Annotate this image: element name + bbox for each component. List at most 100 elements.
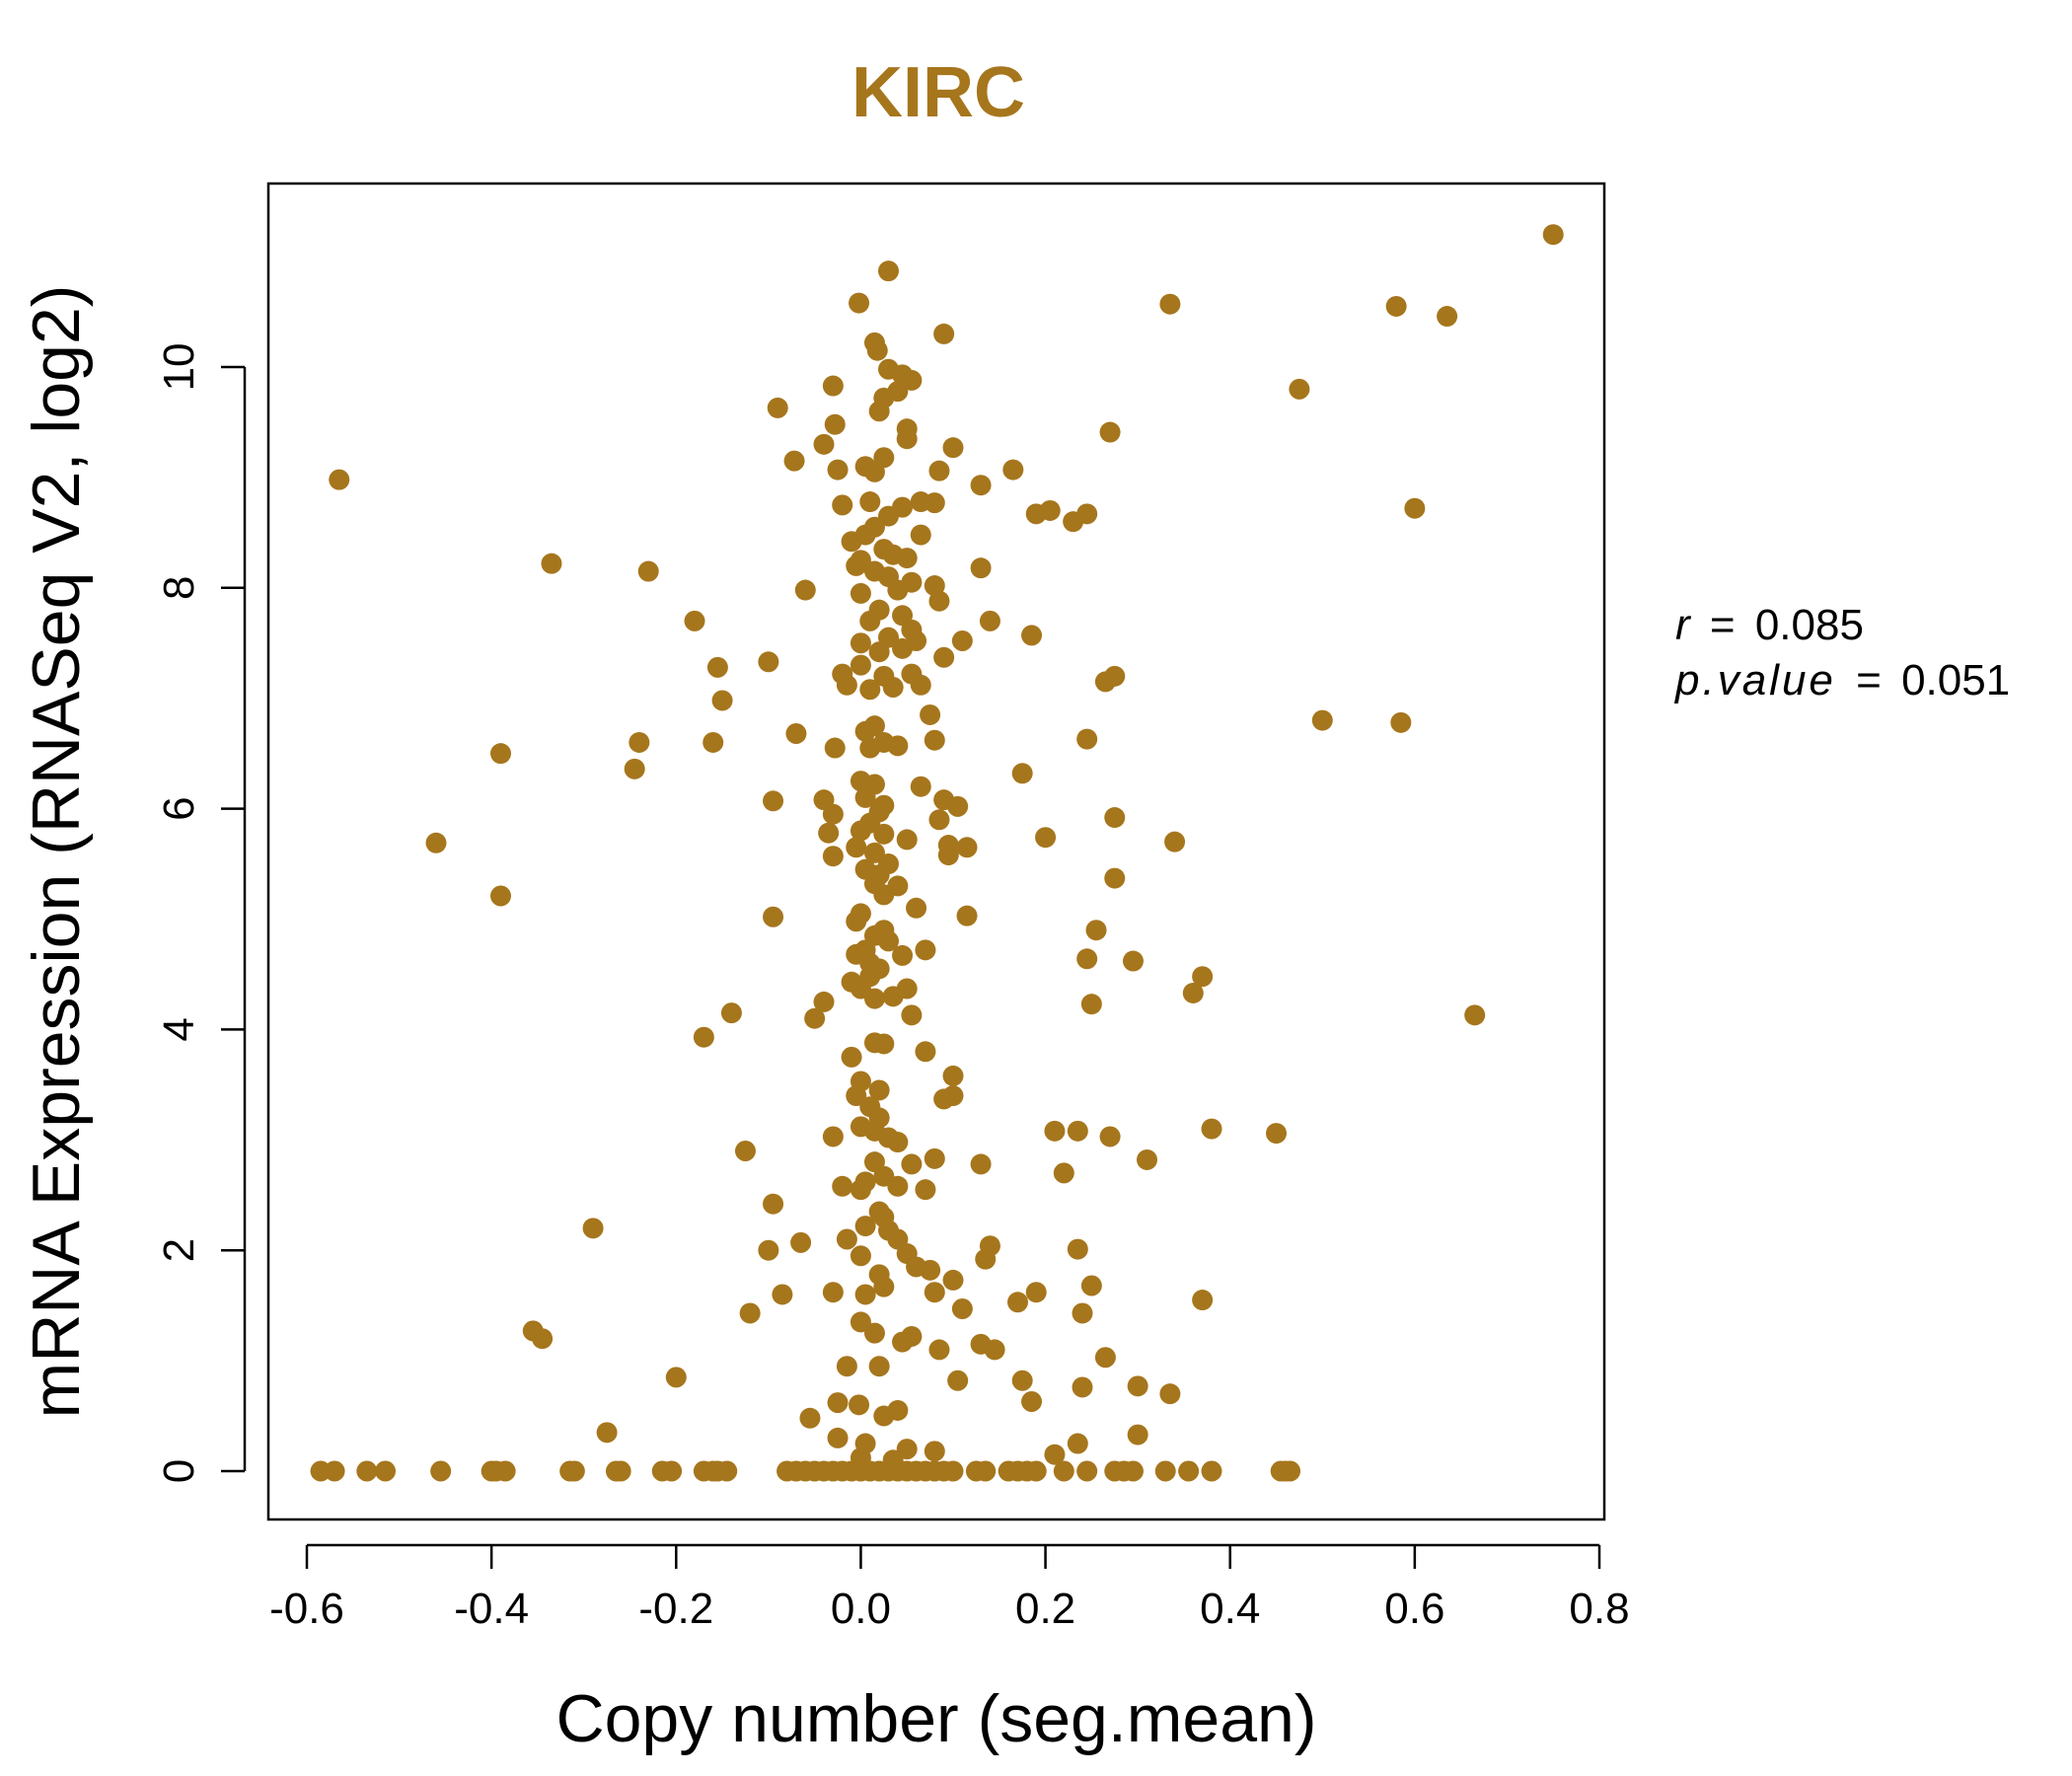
- data-point: [1385, 295, 1407, 317]
- data-point: [1011, 763, 1033, 784]
- r-equals: =: [1710, 601, 1736, 649]
- data-point: [937, 845, 959, 866]
- data-point: [813, 991, 835, 1012]
- data-point: [924, 729, 945, 751]
- data-point: [863, 988, 885, 1009]
- data-point: [920, 703, 941, 725]
- data-point: [1025, 503, 1047, 525]
- data-point: [1311, 709, 1333, 731]
- data-point: [1127, 1375, 1148, 1397]
- data-point: [956, 837, 978, 858]
- data-point: [970, 475, 992, 496]
- x-tick-label: 0.6: [1384, 1585, 1444, 1633]
- data-point: [494, 1460, 516, 1482]
- data-point: [1201, 1118, 1222, 1140]
- x-tick-label: -0.6: [269, 1585, 344, 1633]
- data-point: [1067, 1238, 1088, 1260]
- data-point: [763, 790, 784, 812]
- data-point: [933, 646, 955, 668]
- data-point: [878, 930, 899, 952]
- data-point: [846, 1085, 867, 1107]
- data-point: [665, 1367, 687, 1388]
- data-point: [532, 1328, 554, 1350]
- data-point: [984, 1339, 1005, 1361]
- x-tick-label: 0.8: [1569, 1585, 1629, 1633]
- data-point: [924, 1147, 945, 1169]
- data-point: [1072, 1302, 1093, 1324]
- data-point: [684, 610, 705, 631]
- data-point: [610, 1460, 631, 1482]
- data-point: [1159, 1383, 1181, 1405]
- data-point: [490, 885, 511, 907]
- data-point: [827, 1427, 849, 1448]
- data-point: [849, 1394, 870, 1416]
- data-point: [1076, 728, 1098, 750]
- data-point: [758, 651, 779, 673]
- data-point: [1076, 948, 1098, 970]
- data-point: [846, 555, 867, 576]
- data-point: [739, 1302, 761, 1324]
- data-point: [356, 1460, 378, 1482]
- data-point: [1178, 1460, 1200, 1482]
- data-point: [596, 1422, 618, 1443]
- plot-frame: [266, 182, 1606, 1521]
- data-point: [1464, 1004, 1486, 1026]
- data-point: [1201, 1460, 1222, 1482]
- data-point: [873, 1033, 895, 1055]
- data-point: [859, 491, 881, 513]
- data-point: [1076, 503, 1098, 525]
- data-point: [975, 1248, 997, 1270]
- data-point: [850, 582, 871, 604]
- data-point: [1094, 1347, 1116, 1369]
- data-point: [1104, 867, 1126, 889]
- data-point: [928, 590, 950, 612]
- data-point: [785, 723, 807, 745]
- data-point: [716, 1460, 738, 1482]
- data-point: [1080, 1275, 1102, 1296]
- data-point: [951, 630, 973, 652]
- y-tick-label: 2: [155, 1238, 203, 1262]
- data-point: [1025, 1282, 1047, 1303]
- data-point: [850, 1179, 871, 1201]
- data-point: [763, 1193, 784, 1215]
- data-point: [915, 1041, 936, 1063]
- data-point: [920, 1259, 941, 1281]
- data-point: [375, 1460, 397, 1482]
- data-point: [951, 1298, 973, 1320]
- data-point: [956, 905, 978, 926]
- data-point: [896, 1439, 918, 1460]
- p-label: p.value: [1673, 656, 1836, 704]
- data-point: [924, 1282, 945, 1303]
- data-point: [1044, 1120, 1066, 1142]
- data-point: [863, 461, 885, 482]
- data-point: [1067, 1120, 1088, 1142]
- data-point: [942, 1085, 964, 1107]
- data-point: [794, 579, 816, 601]
- data-point: [1067, 1433, 1088, 1454]
- data-point: [1192, 966, 1214, 988]
- data-points: [310, 224, 1564, 1482]
- data-point: [928, 809, 950, 831]
- data-point: [1044, 1443, 1066, 1465]
- data-point: [629, 731, 650, 753]
- data-point: [767, 397, 788, 418]
- data-point: [896, 428, 918, 450]
- data-point: [836, 1356, 857, 1377]
- data-point: [824, 737, 846, 759]
- data-point: [896, 548, 918, 569]
- x-tick-label: -0.4: [454, 1585, 529, 1633]
- stat-annotation: r = 0.085 p.value = 0.051: [1673, 601, 2010, 704]
- data-point: [824, 413, 846, 435]
- data-point: [1080, 994, 1102, 1015]
- data-point: [1122, 1460, 1144, 1482]
- data-point: [849, 292, 870, 314]
- data-point: [863, 1322, 885, 1344]
- data-point: [942, 1065, 964, 1086]
- data-point: [975, 1460, 997, 1482]
- data-point: [1289, 378, 1310, 400]
- data-point: [887, 1132, 909, 1153]
- data-point: [887, 579, 909, 601]
- data-point: [1053, 1162, 1074, 1184]
- data-point: [868, 1356, 890, 1377]
